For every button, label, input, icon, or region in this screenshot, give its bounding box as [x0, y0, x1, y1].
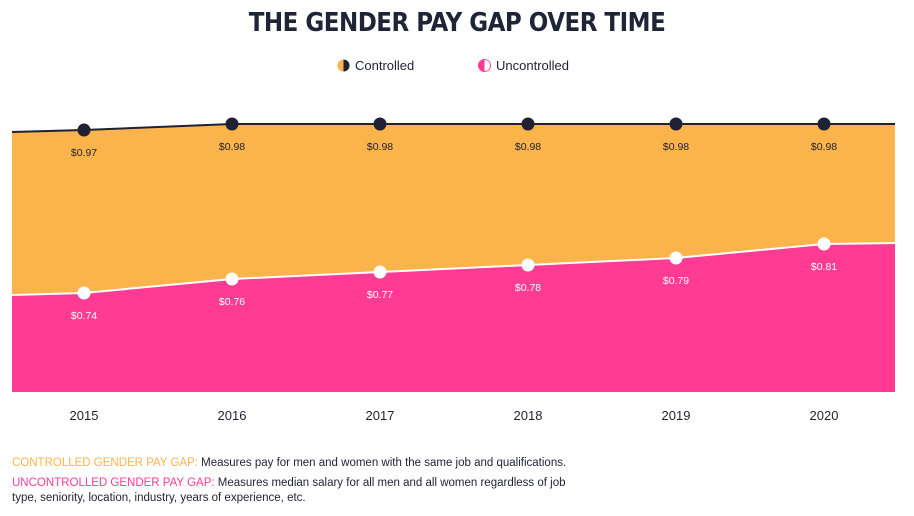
uncontrolled-data-label: $0.74: [71, 310, 97, 322]
note-uncontrolled-term: UNCONTROLLED GENDER PAY GAP:: [12, 477, 215, 489]
controlled-point: [225, 117, 239, 131]
uncontrolled-point: [521, 258, 535, 272]
uncontrolled-point: [225, 272, 239, 286]
note-controlled-term: CONTROLLED GENDER PAY GAP:: [12, 457, 198, 469]
controlled-data-label: $0.98: [663, 141, 689, 153]
uncontrolled-point: [373, 265, 387, 279]
controlled-data-label: $0.98: [515, 141, 541, 153]
note-uncontrolled: UNCONTROLLED GENDER PAY GAP: Measures me…: [12, 476, 572, 506]
half-filled-circle-dark-icon: [337, 59, 350, 72]
controlled-point: [669, 117, 683, 131]
legend-label-uncontrolled: Uncontrolled: [496, 58, 569, 73]
x-tick-label: 2016: [218, 408, 247, 423]
controlled-data-label: $0.97: [71, 147, 97, 159]
controlled-data-label: $0.98: [219, 141, 245, 153]
definitions: CONTROLLED GENDER PAY GAP: Measures pay …: [12, 456, 572, 511]
legend-item-controlled[interactable]: Controlled: [337, 58, 414, 73]
controlled-line: [11, 123, 895, 133]
controlled-data-label: $0.98: [811, 141, 837, 153]
note-uncontrolled-text: Measures median salary for all men and a…: [12, 477, 566, 504]
x-tick-label: 2019: [662, 408, 691, 423]
note-controlled: CONTROLLED GENDER PAY GAP: Measures pay …: [12, 456, 572, 471]
controlled-point: [77, 123, 91, 137]
uncontrolled-data-label: $0.79: [663, 275, 689, 287]
x-tick-label: 2020: [810, 408, 839, 423]
uncontrolled-point: [77, 286, 91, 300]
controlled-data-label: $0.98: [367, 141, 393, 153]
uncontrolled-data-label: $0.76: [219, 296, 245, 308]
uncontrolled-data-label: $0.77: [367, 289, 393, 301]
legend-label-controlled: Controlled: [355, 58, 415, 73]
legend-item-uncontrolled[interactable]: Uncontrolled: [478, 58, 569, 73]
x-tick-label: 2015: [70, 408, 99, 423]
uncontrolled-line: [11, 242, 896, 296]
controlled-point: [373, 117, 387, 131]
controlled-point: [817, 117, 831, 131]
uncontrolled-data-label: $0.81: [811, 261, 837, 273]
uncontrolled-point: [669, 251, 683, 265]
chart-legend: Controlled Uncontrolled: [0, 58, 914, 78]
chart-title: THE GENDER PAY GAP OVER TIME: [248, 8, 666, 38]
half-filled-circle-pink-icon: [478, 59, 491, 72]
x-tick-label: 2018: [514, 408, 543, 423]
x-tick-label: 2017: [366, 408, 395, 423]
note-controlled-text: Measures pay for men and women with the …: [197, 457, 567, 469]
uncontrolled-data-label: $0.78: [515, 282, 541, 294]
area-chart: $0.97 $0.98 $0.98 $0.98 $0.98 $0.98 $0.74 $0.76…: [11, 117, 896, 423]
uncontrolled-point: [817, 237, 831, 251]
controlled-point: [521, 117, 535, 131]
